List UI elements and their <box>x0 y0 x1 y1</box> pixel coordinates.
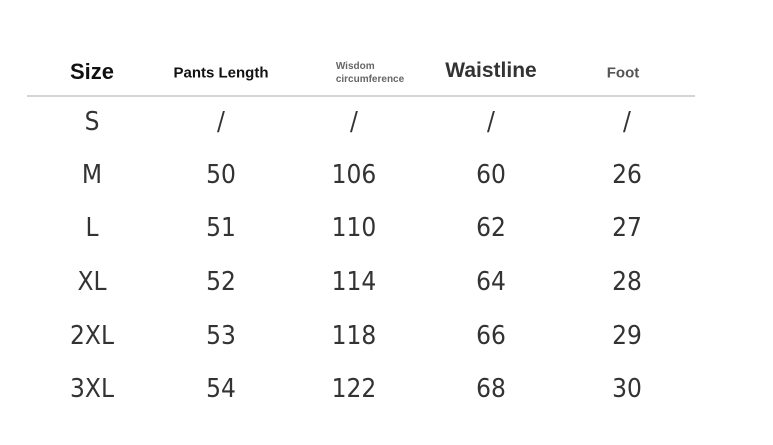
header-pants-length: Pants Length <box>173 64 269 82</box>
cell-waistline: 66 <box>476 321 506 351</box>
cell-size: S <box>84 107 100 137</box>
cell-pants-length: / <box>217 107 225 137</box>
cell-wisdom-circumference: 110 <box>331 213 377 243</box>
cell-size: L <box>85 213 99 243</box>
header-size: Size <box>69 59 115 84</box>
cell-foot: / <box>623 107 631 137</box>
cell-foot: 26 <box>612 160 642 190</box>
cell-pants-length: 53 <box>206 321 236 351</box>
cell-pants-length: 50 <box>206 160 236 190</box>
cell-pants-length: 51 <box>206 213 236 243</box>
cell-wisdom-circumference: 114 <box>331 267 377 297</box>
header-wisdom-line2: circumference <box>335 74 405 85</box>
cell-waistline: 68 <box>476 374 506 404</box>
cell-waistline: 62 <box>476 213 506 243</box>
cell-foot: 29 <box>612 321 642 351</box>
cell-pants-length: 54 <box>206 374 236 404</box>
cell-waistline: 64 <box>476 267 506 297</box>
header-wisdom-circumference: Wisdom circumference <box>336 60 404 86</box>
cell-wisdom-circumference: 118 <box>331 321 377 351</box>
cell-size: XL <box>77 267 107 297</box>
header-wisdom-line1: Wisdom <box>335 61 375 72</box>
header-waistline: Waistline <box>445 59 537 82</box>
cell-size: 3XL <box>70 374 114 404</box>
cell-size: M <box>81 160 103 190</box>
cell-pants-length: 52 <box>206 267 236 297</box>
cell-wisdom-circumference: / <box>350 107 358 137</box>
cell-foot: 30 <box>612 374 642 404</box>
cell-waistline: 60 <box>476 160 506 190</box>
cell-waistline: / <box>487 107 495 137</box>
header-divider <box>27 95 695 97</box>
cell-foot: 28 <box>612 267 642 297</box>
cell-size: 2XL <box>70 321 114 351</box>
cell-wisdom-circumference: 106 <box>331 160 377 190</box>
cell-wisdom-circumference: 122 <box>331 374 377 404</box>
header-foot: Foot <box>606 64 640 82</box>
cell-foot: 27 <box>612 213 642 243</box>
